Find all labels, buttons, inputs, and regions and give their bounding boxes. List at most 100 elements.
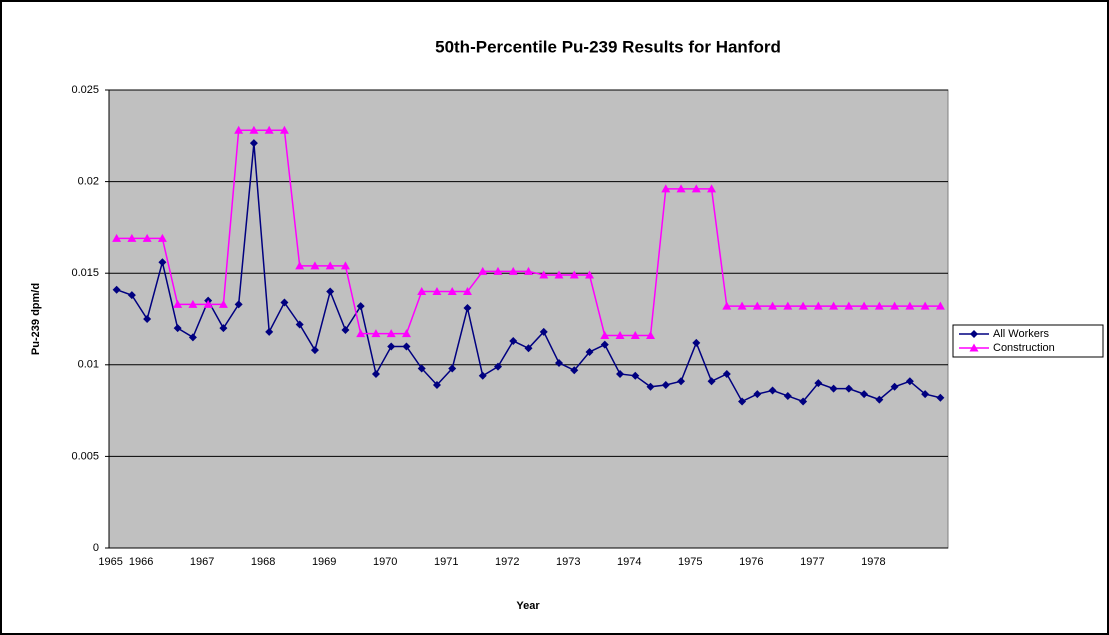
marker xyxy=(905,301,915,310)
legend-label: Construction xyxy=(993,342,1055,354)
marker xyxy=(188,333,197,342)
marker xyxy=(356,302,365,311)
x-tick-label: 1967 xyxy=(190,556,214,568)
marker xyxy=(265,327,274,336)
marker xyxy=(631,371,640,380)
marker xyxy=(844,384,853,393)
marker xyxy=(707,377,716,386)
marker xyxy=(554,270,564,279)
marker xyxy=(325,261,335,270)
marker xyxy=(661,184,671,193)
marker xyxy=(585,347,594,356)
x-tick-label: 1965 xyxy=(98,556,122,568)
marker xyxy=(539,270,549,279)
marker xyxy=(326,287,335,296)
marker xyxy=(386,329,396,338)
marker xyxy=(341,325,350,334)
y-tick-label: 0.005 xyxy=(71,450,99,462)
marker xyxy=(478,266,488,275)
x-tick-label: 1971 xyxy=(434,556,458,568)
marker xyxy=(234,300,243,309)
marker xyxy=(722,301,732,310)
marker xyxy=(448,364,457,373)
marker xyxy=(219,324,228,333)
marker xyxy=(646,330,656,339)
marker xyxy=(218,299,228,308)
y-tick-label: 0 xyxy=(93,542,99,554)
marker xyxy=(691,184,701,193)
marker xyxy=(935,301,945,310)
marker xyxy=(829,301,839,310)
marker xyxy=(630,330,640,339)
marker xyxy=(249,125,259,134)
marker xyxy=(371,369,380,378)
y-axis-title: Pu-239 dpm/d xyxy=(30,283,42,355)
marker xyxy=(356,329,366,338)
x-tick-label: 1968 xyxy=(251,556,275,568)
marker xyxy=(539,327,548,336)
marker xyxy=(371,329,381,338)
legend-label: All Workers xyxy=(993,328,1050,340)
marker xyxy=(737,301,747,310)
marker xyxy=(463,304,472,313)
marker xyxy=(661,380,670,389)
x-tick-label: 1969 xyxy=(312,556,336,568)
marker xyxy=(524,266,533,275)
marker xyxy=(509,336,518,345)
x-tick-label: 1973 xyxy=(556,556,580,568)
marker xyxy=(829,384,838,393)
marker xyxy=(798,301,808,310)
x-tick-label: 1976 xyxy=(739,556,763,568)
marker xyxy=(905,377,914,386)
plot-area xyxy=(108,89,949,549)
x-tick-label: 1970 xyxy=(373,556,397,568)
marker xyxy=(508,266,518,275)
marker xyxy=(570,366,579,375)
marker xyxy=(462,287,472,296)
marker xyxy=(799,397,808,406)
marker xyxy=(874,301,884,310)
marker xyxy=(753,390,762,399)
y-tick-label: 0.01 xyxy=(78,359,99,371)
marker xyxy=(112,285,121,294)
marker xyxy=(203,299,213,308)
marker xyxy=(676,184,686,193)
marker xyxy=(188,299,198,308)
marker xyxy=(401,329,411,338)
marker xyxy=(860,390,869,399)
marker xyxy=(112,233,122,242)
marker xyxy=(432,380,441,389)
marker xyxy=(143,315,152,323)
marker xyxy=(813,301,823,310)
marker xyxy=(738,397,747,406)
marker xyxy=(417,364,426,373)
marker xyxy=(569,270,579,279)
x-tick-label: 1977 xyxy=(800,556,824,568)
marker xyxy=(692,338,701,347)
y-tick-label: 0.025 xyxy=(71,84,99,96)
y-tick-label: 0.02 xyxy=(78,176,99,188)
marker xyxy=(432,287,442,296)
marker xyxy=(295,261,305,270)
marker xyxy=(402,342,411,351)
marker xyxy=(524,344,533,353)
marker xyxy=(875,395,884,404)
x-tick-label: 1972 xyxy=(495,556,519,568)
marker xyxy=(478,371,487,380)
marker xyxy=(387,342,396,351)
marker xyxy=(844,301,854,310)
marker xyxy=(279,125,289,134)
marker xyxy=(890,382,899,391)
marker xyxy=(616,369,625,378)
chart-title: 50th-Percentile Pu-239 Results for Hanfo… xyxy=(435,37,781,56)
marker xyxy=(493,362,502,371)
marker xyxy=(158,258,167,267)
marker xyxy=(814,379,823,388)
marker xyxy=(555,358,564,367)
marker xyxy=(615,330,625,339)
legend-marker xyxy=(969,343,979,352)
marker xyxy=(768,301,778,310)
marker xyxy=(340,261,350,270)
marker xyxy=(921,390,930,399)
